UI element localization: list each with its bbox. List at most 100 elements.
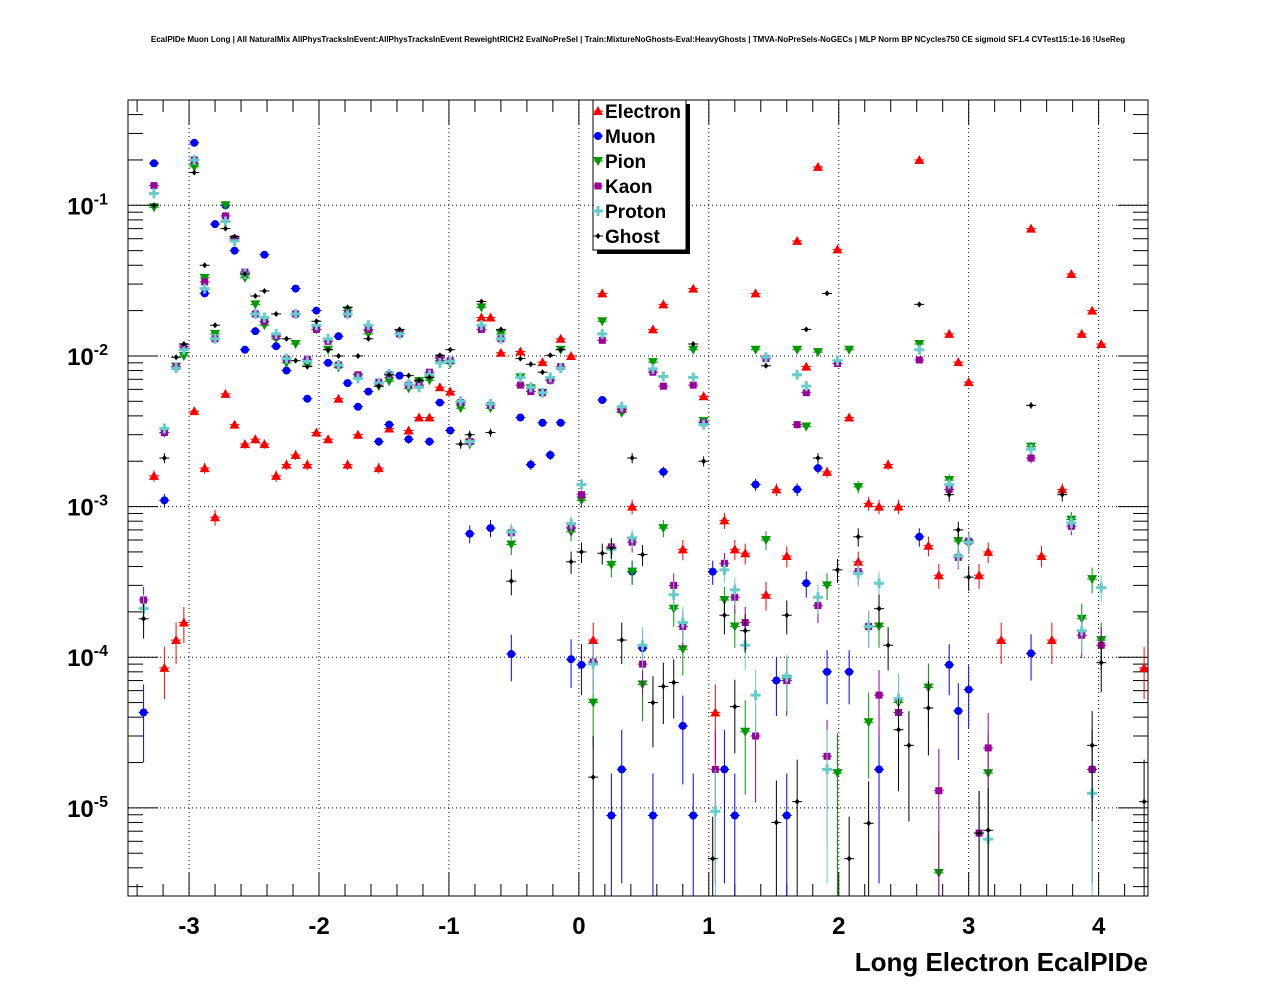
- marker-cross: [944, 479, 955, 490]
- data-point: [495, 333, 506, 344]
- marker-cross: [525, 382, 536, 393]
- data-point: [874, 730, 885, 884]
- data-marks: [138, 138, 1148, 896]
- data-point: [688, 381, 699, 389]
- data-point: [668, 581, 679, 611]
- data-point: [893, 499, 904, 515]
- marker-diamond: [846, 855, 852, 862]
- marker-triangle-up: [647, 324, 658, 334]
- marker-triangle-up: [342, 459, 353, 469]
- marker-cross: [729, 584, 740, 595]
- data-point: [159, 423, 170, 434]
- marker-cross: [333, 360, 344, 371]
- data-point: [250, 327, 261, 336]
- marker-triangle-up: [210, 512, 221, 522]
- data-point: [373, 383, 384, 390]
- data-point: [792, 345, 803, 355]
- marker-triangle-up: [771, 484, 782, 494]
- data-point: [1066, 515, 1077, 532]
- marker-circle: [546, 450, 555, 459]
- data-point: [229, 246, 240, 255]
- marker-diamond: [916, 301, 922, 308]
- marker-circle: [793, 485, 802, 494]
- legend-entry-muon: Muon: [593, 127, 656, 148]
- marker-triangle-down: [953, 537, 964, 547]
- marker-diamond: [447, 346, 453, 353]
- data-point: [647, 324, 658, 334]
- marker-triangle-down: [647, 358, 658, 368]
- marker-circle: [875, 765, 884, 774]
- data-point: [781, 773, 792, 896]
- data-point: [750, 288, 761, 298]
- data-point: [333, 393, 344, 403]
- data-point: [363, 335, 374, 342]
- legend-entry-ghost: Ghost: [593, 227, 661, 248]
- data-point: [445, 346, 456, 353]
- data-point: [323, 358, 334, 367]
- marker-cross: [627, 532, 638, 543]
- marker-circle: [291, 284, 300, 293]
- marker-cross: [445, 356, 456, 367]
- data-point: [178, 344, 189, 355]
- data-point: [159, 453, 170, 464]
- marker-triangle-up: [229, 419, 240, 429]
- marker-cross: [1076, 625, 1087, 636]
- marker-cross: [616, 401, 627, 412]
- data-point: [781, 600, 792, 635]
- data-point: [588, 735, 599, 896]
- data-point: [290, 357, 301, 364]
- data-point: [688, 345, 699, 355]
- data-point: [555, 418, 566, 427]
- data-point: [844, 816, 855, 896]
- marker-square: [915, 356, 923, 364]
- legend-label: Pion: [605, 152, 646, 173]
- data-point: [698, 391, 709, 401]
- data-point: [710, 769, 721, 896]
- data-point: [953, 357, 964, 367]
- marker-triangle-up: [688, 283, 699, 293]
- marker-diamond: [528, 361, 534, 368]
- data-point: [729, 577, 740, 606]
- x-tick-label: -2: [308, 913, 329, 940]
- marker-triangle-up: [792, 235, 803, 245]
- marker-triangle-up: [677, 544, 688, 554]
- marker-diamond: [547, 352, 553, 359]
- marker-circle: [139, 708, 148, 717]
- marker-circle: [435, 398, 444, 407]
- marker-circle: [486, 524, 495, 533]
- data-point: [771, 780, 782, 896]
- marker-diamond: [773, 819, 779, 826]
- data-point: [760, 362, 771, 369]
- x-tick-label: 3: [962, 913, 975, 940]
- marker-triangle-down: [384, 377, 395, 387]
- data-point: [220, 201, 231, 211]
- data-point: [647, 773, 658, 896]
- marker-triangle-up: [801, 361, 812, 371]
- marker-diamond: [590, 774, 596, 781]
- data-point: [974, 791, 985, 896]
- marker-diamond: [345, 304, 351, 311]
- data-point: [485, 312, 496, 322]
- data-point: [1026, 634, 1037, 681]
- marker-cross: [495, 333, 506, 344]
- data-point: [220, 225, 231, 232]
- data-point: [933, 748, 944, 896]
- data-point: [576, 542, 587, 564]
- data-point: [352, 373, 363, 384]
- data-point: [627, 560, 638, 585]
- data-point: [302, 459, 313, 471]
- marker-triangle-up: [863, 498, 874, 508]
- data-point: [771, 657, 782, 717]
- data-point: [485, 398, 496, 409]
- series-electron: [148, 154, 1148, 763]
- data-point: [576, 478, 587, 491]
- marker-diamond: [896, 726, 902, 733]
- marker-diamond: [355, 352, 361, 359]
- marker-triangle-up: [1096, 339, 1107, 349]
- x-tick-label: 2: [832, 913, 845, 940]
- marker-triangle-up: [1026, 223, 1037, 233]
- marker-triangle-down: [812, 348, 823, 358]
- data-point: [394, 371, 405, 380]
- data-point: [363, 387, 374, 396]
- data-point: [148, 188, 159, 199]
